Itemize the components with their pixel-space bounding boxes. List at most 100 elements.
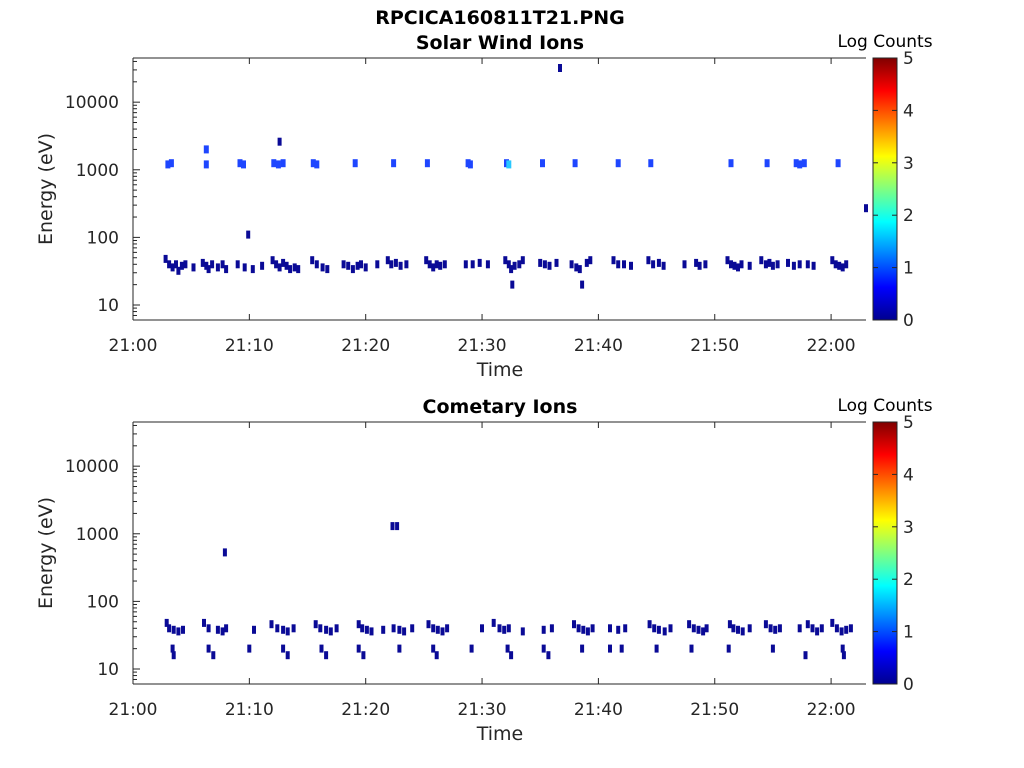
data-cell: [341, 260, 346, 269]
data-cell: [727, 620, 732, 629]
data-cell: [509, 265, 514, 274]
data-cell: [740, 627, 745, 636]
data-cell: [580, 280, 585, 289]
data-cell: [668, 624, 673, 633]
data-cell: [319, 644, 324, 653]
colorbar-tick-label: 3: [903, 518, 914, 538]
colorbar-tick-label: 1: [903, 259, 914, 279]
data-cell: [470, 260, 475, 269]
data-cell: [179, 261, 184, 270]
data-cell: [203, 160, 209, 169]
x-tick-label: 21:30: [458, 700, 507, 720]
data-cell: [355, 261, 360, 270]
y-tick-label: 1000: [76, 525, 119, 545]
data-cell: [206, 624, 211, 633]
data-cell: [171, 651, 176, 660]
data-cell: [759, 256, 764, 265]
data-cell: [503, 256, 508, 265]
data-cell: [581, 625, 586, 634]
colorbar-tick-label: 4: [903, 101, 914, 121]
data-cell: [364, 625, 369, 634]
data-cell: [517, 260, 522, 269]
data-cell: [398, 261, 403, 270]
data-cell: [830, 618, 835, 627]
data-cell: [393, 258, 398, 267]
data-cell: [402, 627, 407, 636]
data-cell: [296, 265, 301, 274]
data-cell: [281, 258, 286, 267]
data-cell: [588, 256, 593, 265]
data-cell: [176, 266, 181, 275]
x-tick-label: 21:10: [225, 700, 274, 720]
y-tick-label: 100: [87, 228, 119, 248]
data-cell: [844, 260, 849, 269]
x-axis-label: Time: [476, 359, 524, 381]
data-cell: [288, 265, 293, 274]
data-cell: [763, 620, 768, 629]
figure-title: RPCICA160811T21.PNG: [375, 7, 625, 29]
data-cell: [580, 644, 585, 653]
data-cell: [811, 261, 816, 270]
data-cell: [793, 159, 799, 168]
data-cell: [541, 644, 546, 653]
data-cell: [510, 280, 515, 289]
data-cell: [352, 159, 358, 168]
data-cell: [385, 256, 390, 265]
data-cell: [390, 522, 395, 531]
colorbar-tick-label: 5: [903, 49, 914, 69]
data-cell: [215, 263, 220, 272]
data-cell: [164, 618, 169, 627]
data-cell: [616, 260, 621, 269]
data-cell: [662, 627, 667, 636]
colorbar-tick-label: 2: [903, 206, 914, 226]
data-cell: [770, 261, 775, 270]
x-tick-label: 21:40: [574, 336, 623, 356]
x-tick-label: 21:20: [341, 336, 390, 356]
data-cell: [506, 624, 511, 633]
data-cell: [572, 620, 576, 629]
data-cell: [480, 624, 484, 633]
data-cell: [463, 260, 468, 269]
data-cell: [797, 260, 802, 269]
data-cell: [369, 627, 374, 636]
data-cell: [397, 644, 402, 653]
data-cell: [467, 160, 473, 169]
data-cell: [502, 625, 507, 634]
y-tick-label: 100: [87, 592, 119, 612]
data-cell: [694, 258, 699, 267]
data-cell: [203, 145, 209, 154]
data-cell: [770, 644, 775, 653]
data-cell: [363, 263, 368, 272]
data-cell: [281, 644, 286, 653]
data-cell: [726, 644, 731, 653]
data-cell: [206, 265, 211, 274]
data-cell: [241, 160, 246, 169]
data-cell: [431, 624, 436, 633]
data-cell: [767, 258, 772, 267]
x-tick-label: 22:00: [807, 700, 856, 720]
data-cell: [773, 625, 778, 634]
data-cell: [210, 260, 215, 269]
data-cell: [736, 263, 740, 272]
data-cell: [281, 625, 286, 634]
data-cell: [689, 644, 694, 653]
x-tick-label: 21:30: [458, 336, 507, 356]
data-cell: [381, 625, 386, 634]
data-cell: [569, 260, 574, 269]
data-cell: [520, 627, 525, 636]
data-cell: [375, 260, 380, 269]
data-cell: [285, 627, 290, 636]
data-cell: [168, 159, 174, 168]
data-cell: [520, 256, 525, 265]
data-cell: [646, 256, 651, 265]
data-cell: [505, 644, 510, 653]
data-cell: [834, 624, 839, 633]
data-cell: [840, 263, 845, 272]
data-cell: [325, 265, 330, 274]
data-cell: [763, 260, 768, 269]
y-axis-label: Energy (eV): [35, 133, 57, 245]
data-cell: [701, 627, 706, 636]
data-cell: [389, 260, 394, 269]
data-cell: [619, 644, 624, 653]
data-cell: [585, 627, 590, 636]
